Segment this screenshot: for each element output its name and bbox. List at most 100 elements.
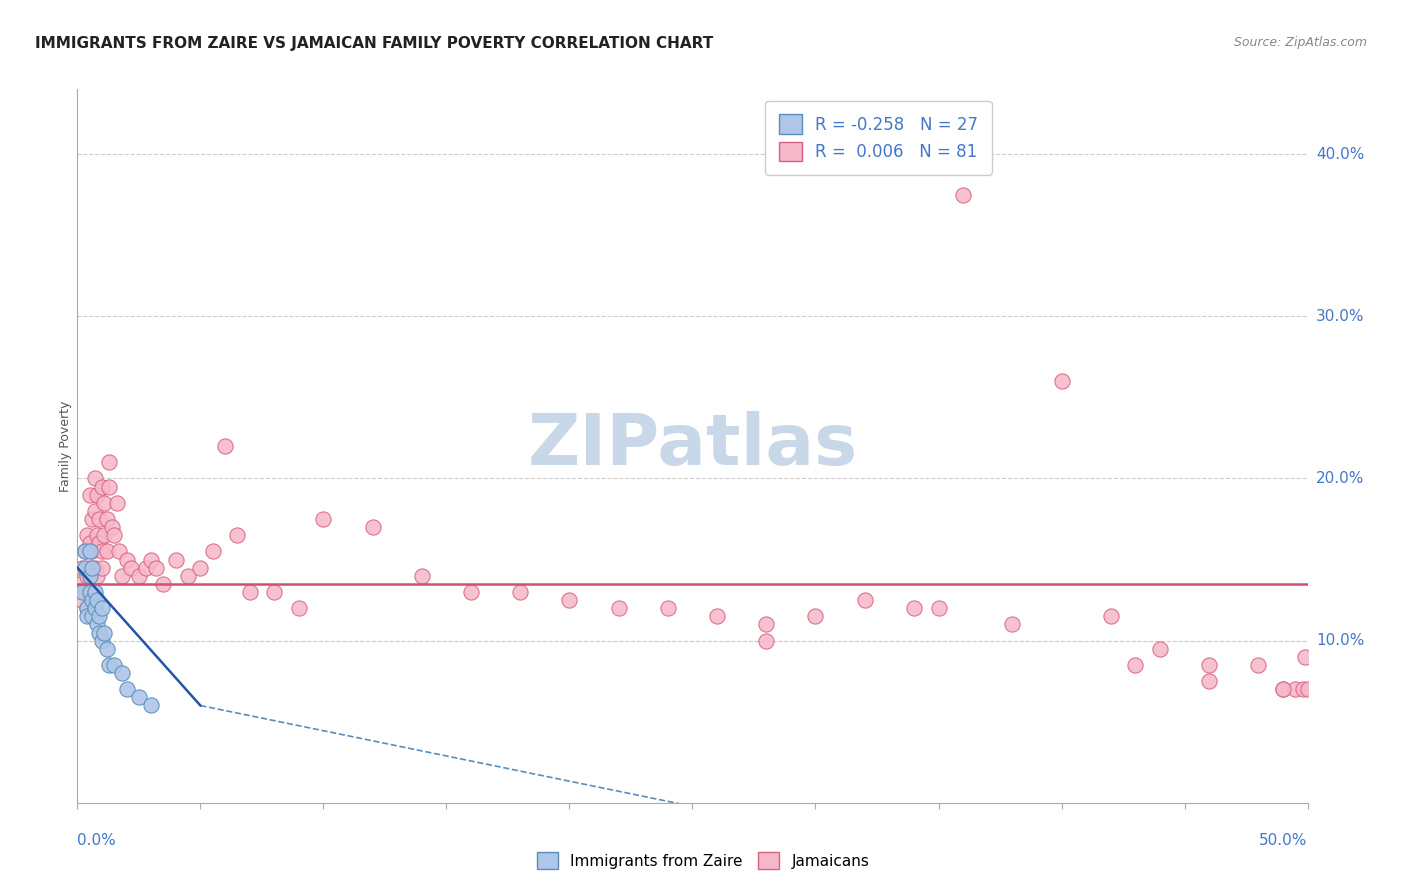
Text: 30.0%: 30.0% bbox=[1316, 309, 1364, 324]
Point bbox=[121, 560, 143, 574]
Point bbox=[86, 488, 108, 502]
Point bbox=[73, 560, 96, 574]
Point bbox=[111, 568, 132, 582]
Text: Source: ZipAtlas.com: Source: ZipAtlas.com bbox=[1233, 36, 1367, 49]
Point bbox=[96, 544, 118, 558]
Point bbox=[460, 585, 482, 599]
Point bbox=[108, 544, 131, 558]
Point bbox=[76, 601, 98, 615]
Point bbox=[361, 520, 384, 534]
Text: 0.0%: 0.0% bbox=[77, 833, 117, 848]
Point bbox=[83, 560, 105, 574]
Point bbox=[86, 568, 108, 582]
Point bbox=[226, 528, 249, 542]
Legend: R = -0.258   N = 27, R =  0.006   N = 81: R = -0.258 N = 27, R = 0.006 N = 81 bbox=[765, 101, 991, 175]
Point bbox=[103, 528, 125, 542]
Point bbox=[82, 609, 104, 624]
Text: IMMIGRANTS FROM ZAIRE VS JAMAICAN FAMILY POVERTY CORRELATION CHART: IMMIGRANTS FROM ZAIRE VS JAMAICAN FAMILY… bbox=[35, 36, 713, 51]
Point bbox=[1272, 682, 1295, 697]
Point bbox=[69, 577, 91, 591]
Point bbox=[76, 568, 98, 582]
Point bbox=[952, 187, 974, 202]
Point bbox=[188, 560, 212, 574]
Point bbox=[83, 585, 105, 599]
Point bbox=[82, 512, 104, 526]
Point bbox=[70, 585, 93, 599]
Point bbox=[89, 536, 111, 550]
Point bbox=[128, 568, 150, 582]
Point bbox=[83, 471, 105, 485]
Point bbox=[853, 593, 876, 607]
Point bbox=[141, 698, 163, 713]
Point bbox=[103, 657, 125, 672]
Y-axis label: Family Poverty: Family Poverty bbox=[59, 401, 72, 491]
Point bbox=[83, 504, 105, 518]
Point bbox=[115, 682, 138, 697]
Point bbox=[1296, 682, 1319, 697]
Point bbox=[98, 479, 121, 493]
Point bbox=[755, 633, 778, 648]
Point bbox=[903, 601, 925, 615]
Point bbox=[239, 585, 262, 599]
Point bbox=[98, 455, 121, 469]
Point bbox=[73, 544, 96, 558]
Point bbox=[90, 544, 114, 558]
Point bbox=[79, 560, 101, 574]
Point bbox=[76, 601, 98, 615]
Text: 50.0%: 50.0% bbox=[1260, 833, 1308, 848]
Point bbox=[152, 577, 174, 591]
Point bbox=[1284, 682, 1306, 697]
Point bbox=[93, 496, 115, 510]
Text: 40.0%: 40.0% bbox=[1316, 146, 1364, 161]
Point bbox=[1149, 641, 1171, 656]
Point bbox=[165, 552, 187, 566]
Point bbox=[1272, 682, 1295, 697]
Point bbox=[1292, 682, 1315, 697]
Point bbox=[79, 536, 101, 550]
Point bbox=[145, 560, 167, 574]
Point bbox=[263, 585, 285, 599]
Point bbox=[89, 609, 111, 624]
Point bbox=[70, 593, 93, 607]
Point bbox=[1247, 657, 1270, 672]
Point bbox=[755, 617, 778, 632]
Point bbox=[82, 593, 104, 607]
Point bbox=[1198, 657, 1220, 672]
Point bbox=[90, 479, 114, 493]
Point bbox=[558, 593, 581, 607]
Point bbox=[201, 544, 224, 558]
Point bbox=[312, 512, 335, 526]
Point bbox=[73, 544, 96, 558]
Point bbox=[96, 641, 118, 656]
Text: 10.0%: 10.0% bbox=[1316, 633, 1364, 648]
Point bbox=[135, 560, 157, 574]
Point bbox=[411, 568, 433, 582]
Point bbox=[82, 544, 104, 558]
Point bbox=[90, 633, 114, 648]
Point bbox=[115, 552, 138, 566]
Point bbox=[82, 560, 104, 574]
Point bbox=[70, 560, 93, 574]
Point bbox=[607, 601, 630, 615]
Point bbox=[1125, 657, 1147, 672]
Point bbox=[128, 690, 150, 705]
Point bbox=[86, 617, 108, 632]
Point bbox=[86, 593, 108, 607]
Point bbox=[89, 512, 111, 526]
Point bbox=[79, 544, 101, 558]
Point bbox=[83, 601, 105, 615]
Point bbox=[93, 625, 115, 640]
Point bbox=[105, 496, 128, 510]
Point bbox=[79, 585, 101, 599]
Point bbox=[214, 439, 236, 453]
Point bbox=[288, 601, 311, 615]
Point bbox=[111, 666, 132, 681]
Point bbox=[86, 528, 108, 542]
Point bbox=[101, 520, 124, 534]
Point bbox=[1050, 374, 1073, 388]
Point bbox=[509, 585, 531, 599]
Point bbox=[1099, 609, 1122, 624]
Legend: Immigrants from Zaire, Jamaicans: Immigrants from Zaire, Jamaicans bbox=[530, 846, 876, 875]
Point bbox=[93, 528, 115, 542]
Text: 20.0%: 20.0% bbox=[1316, 471, 1364, 486]
